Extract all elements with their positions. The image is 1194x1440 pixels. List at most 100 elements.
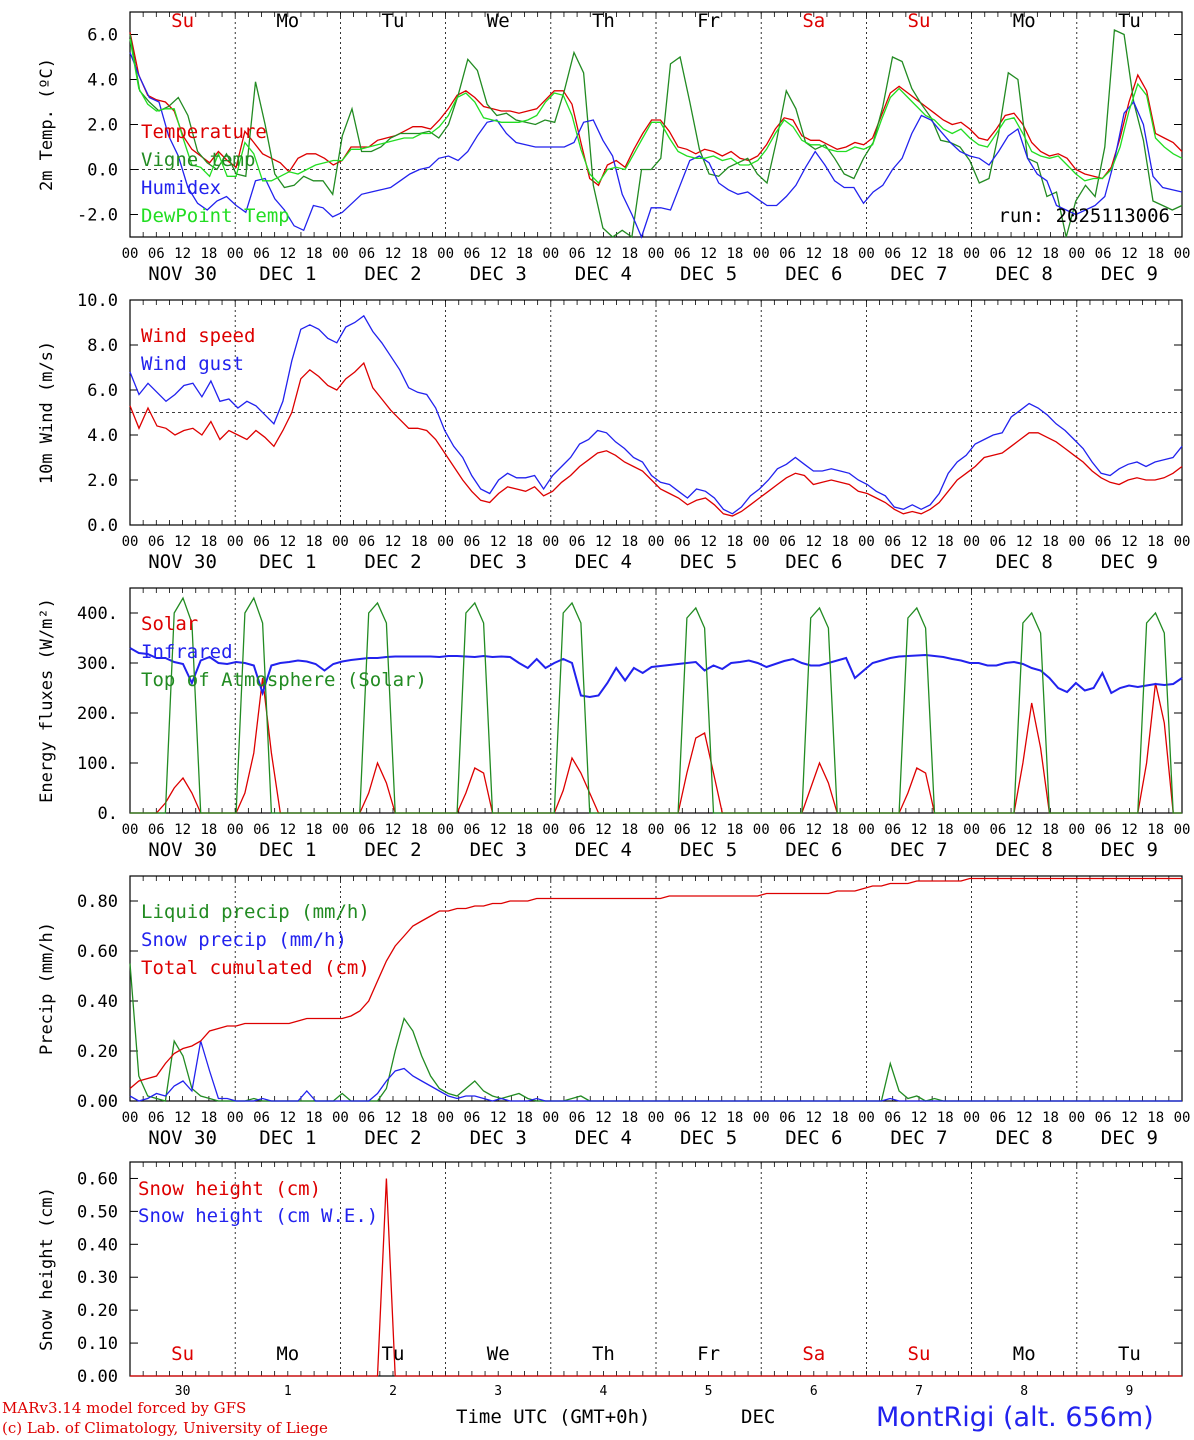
date-label: DEC 2 <box>364 551 421 573</box>
hour-tick-label: 00 <box>858 822 875 838</box>
hour-tick-label: 06 <box>569 246 586 262</box>
hour-tick-label: 00 <box>227 1110 244 1126</box>
y-tick-label: 0.40 <box>77 992 118 1012</box>
hour-tick-label: 00 <box>542 534 559 550</box>
hour-tick-label: 00 <box>437 534 454 550</box>
hour-tick-label: 06 <box>779 246 796 262</box>
hour-tick-label: 06 <box>779 1110 796 1126</box>
y-tick-label: 0.50 <box>77 1202 118 1222</box>
y-tick-label: 0.40 <box>77 1235 118 1255</box>
series-line-snow-precip-mm-h <box>129 1040 1182 1102</box>
hour-tick-label: 00 <box>122 246 139 262</box>
y-axis-label: Precip (mm/h) <box>37 922 57 1055</box>
hour-tick-label: 12 <box>1121 1110 1138 1126</box>
hour-tick-label: 12 <box>595 822 612 838</box>
hour-tick-label: 12 <box>911 534 928 550</box>
date-label: DEC 5 <box>680 1127 737 1149</box>
legend-entry: Infrared <box>141 641 233 663</box>
hour-tick-label: 18 <box>832 1110 849 1126</box>
day-number-label: 30 <box>175 1384 191 1399</box>
date-label: DEC 5 <box>680 263 737 285</box>
date-label: DEC 4 <box>575 551 632 573</box>
panel-4 <box>129 875 1183 1102</box>
hour-tick-label: 12 <box>1016 822 1033 838</box>
hour-tick-label: 12 <box>385 534 402 550</box>
date-label: DEC 9 <box>1101 263 1158 285</box>
hour-tick-label: 12 <box>1016 1110 1033 1126</box>
hour-tick-label: 00 <box>753 534 770 550</box>
hour-tick-label: 00 <box>227 246 244 262</box>
panel-1 <box>129 11 1183 239</box>
hour-tick-label: 06 <box>674 1110 691 1126</box>
day-of-week-label: Mo <box>276 1343 299 1365</box>
station-label: MontRigi (alt. 656m) <box>876 1402 1154 1433</box>
legend-entry: Snow precip (mm/h) <box>141 929 347 951</box>
day-of-week-label: Mo <box>1013 1343 1036 1365</box>
hour-tick-label: 00 <box>753 1110 770 1126</box>
hour-tick-label: 18 <box>200 534 217 550</box>
hour-tick-label: 12 <box>279 822 296 838</box>
y-axis-label: 2m Temp. (ºC) <box>37 58 57 191</box>
hour-tick-label: 18 <box>937 1110 954 1126</box>
day-of-week-label: Tu <box>1118 1343 1141 1365</box>
date-label: DEC 5 <box>680 839 737 861</box>
hour-tick-label: 06 <box>674 822 691 838</box>
y-tick-label: 200. <box>77 704 118 724</box>
y-tick-label: 0.30 <box>77 1268 118 1288</box>
hour-tick-label: 00 <box>542 246 559 262</box>
hour-tick-label: 06 <box>463 246 480 262</box>
date-label: DEC 6 <box>785 839 842 861</box>
date-label: DEC 6 <box>785 1127 842 1149</box>
y-tick-label: 0.60 <box>77 1169 118 1189</box>
date-label: DEC 8 <box>996 839 1053 861</box>
hour-tick-label: 00 <box>437 822 454 838</box>
hour-tick-label: 00 <box>648 822 665 838</box>
date-label: DEC 7 <box>890 263 947 285</box>
y-tick-label: 8.0 <box>87 336 118 356</box>
hour-tick-label: 06 <box>358 246 375 262</box>
hour-tick-label: 06 <box>1095 534 1112 550</box>
hour-tick-label: 06 <box>674 246 691 262</box>
date-label: DEC 4 <box>575 1127 632 1149</box>
hour-tick-label: 00 <box>1174 246 1191 262</box>
hour-tick-label: 06 <box>569 534 586 550</box>
legend-entry: Top of Atmosphere (Solar) <box>141 669 427 691</box>
hour-tick-label: 00 <box>332 1110 349 1126</box>
y-tick-label: 10.0 <box>77 291 118 311</box>
hour-tick-label: 18 <box>832 534 849 550</box>
hour-tick-label: 18 <box>726 534 743 550</box>
hour-tick-label: 06 <box>989 246 1006 262</box>
hour-tick-label: 12 <box>279 534 296 550</box>
hour-tick-label: 00 <box>1068 822 1085 838</box>
y-tick-label: 0.00 <box>77 1092 118 1112</box>
hour-tick-label: 00 <box>542 822 559 838</box>
day-number-label: 1 <box>284 1384 292 1399</box>
day-of-week-label: Tu <box>1118 10 1141 32</box>
hour-tick-label: 18 <box>1147 1110 1164 1126</box>
hour-tick-label: 06 <box>358 822 375 838</box>
hour-tick-label: 00 <box>963 534 980 550</box>
hour-tick-label: 18 <box>306 534 323 550</box>
hour-tick-label: 12 <box>911 246 928 262</box>
hour-tick-label: 18 <box>516 1110 533 1126</box>
hour-tick-label: 12 <box>805 246 822 262</box>
hour-tick-label: 18 <box>411 1110 428 1126</box>
hour-tick-label: 12 <box>1121 246 1138 262</box>
y-tick-label: 0.80 <box>77 892 118 912</box>
hour-tick-label: 12 <box>805 1110 822 1126</box>
lab-credit: (c) Lab. of Climatology, University of L… <box>2 1419 328 1437</box>
hour-tick-label: 00 <box>122 534 139 550</box>
hour-tick-label: 06 <box>884 534 901 550</box>
day-of-week-label: Tu <box>382 10 405 32</box>
y-tick-label: 100. <box>77 754 118 774</box>
hour-tick-label: 12 <box>385 246 402 262</box>
hour-tick-label: 18 <box>306 246 323 262</box>
y-tick-label: 6.0 <box>87 381 118 401</box>
legend-entry: Humidex <box>141 177 221 199</box>
hour-tick-label: 06 <box>148 822 165 838</box>
hour-tick-label: 06 <box>989 822 1006 838</box>
legend-entry: Liquid precip (mm/h) <box>141 901 370 923</box>
hour-tick-label: 06 <box>1095 1110 1112 1126</box>
hour-tick-label: 18 <box>200 1110 217 1126</box>
hour-tick-label: 06 <box>779 822 796 838</box>
